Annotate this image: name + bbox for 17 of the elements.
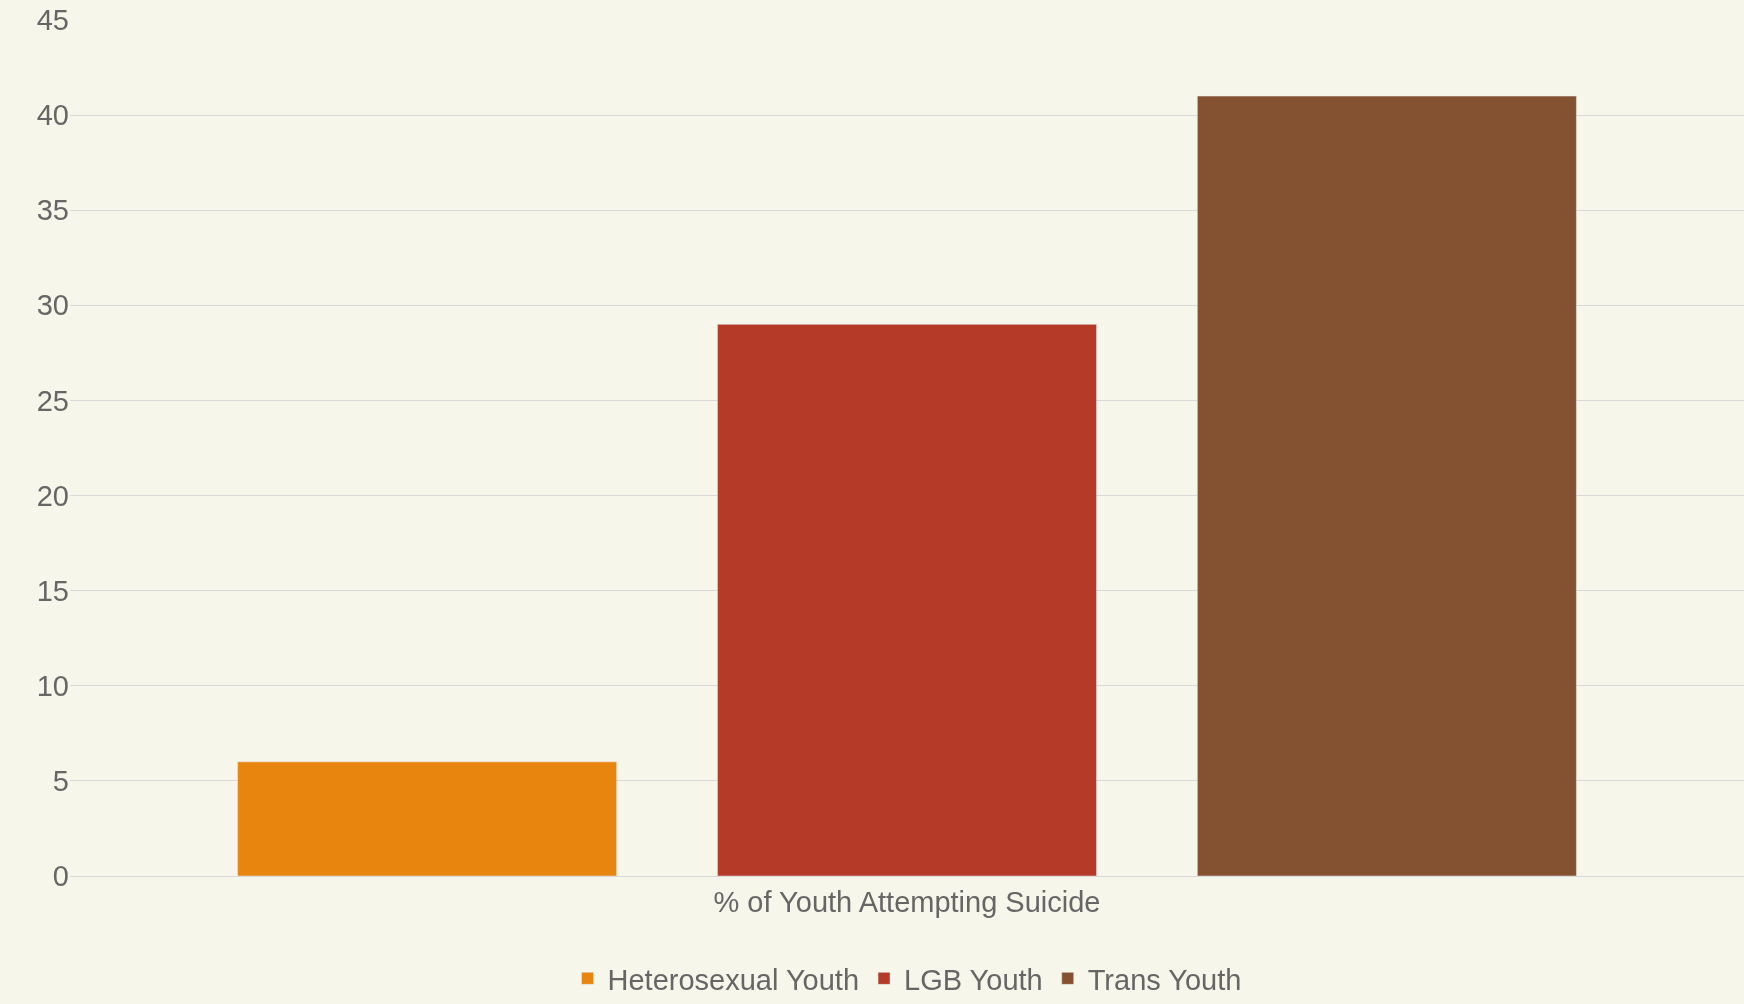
legend-label: LGB Youth (904, 963, 1043, 996)
y-tick-label: 30 (36, 289, 69, 322)
y-tick-label: 10 (36, 669, 69, 702)
x-tick-label: % of Youth Attempting Suicide (713, 885, 1101, 918)
bar (237, 761, 617, 876)
y-tick-label: 20 (36, 479, 69, 512)
y-tick-label: 15 (36, 574, 69, 607)
legend-label: Trans Youth (1087, 963, 1242, 996)
bar (717, 324, 1097, 876)
legend-label: Heterosexual Youth (607, 963, 860, 996)
y-tick-label: 25 (36, 384, 69, 417)
y-tick-label: 35 (36, 194, 69, 227)
y-tick-label: 0 (52, 860, 69, 893)
y-tick-label: 5 (52, 765, 69, 798)
y-tick-label: 45 (36, 4, 69, 37)
bar (1197, 95, 1577, 876)
y-tick-label: 40 (36, 99, 69, 132)
